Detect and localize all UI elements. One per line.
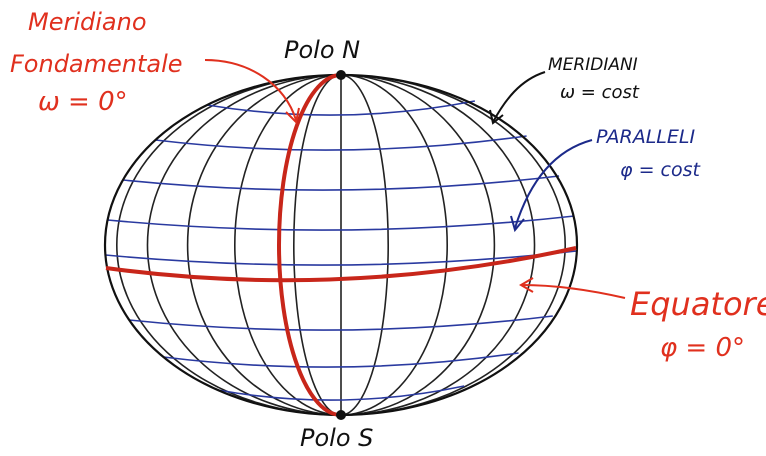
parallel	[129, 315, 553, 331]
parallel	[155, 135, 527, 151]
parallel	[107, 215, 575, 231]
meridian	[340, 74, 448, 416]
label: Meridiano	[28, 8, 147, 36]
arrow-equatore	[521, 284, 626, 299]
north-pole	[336, 70, 346, 80]
label: Polo S	[300, 424, 373, 452]
label: Equatore	[630, 285, 766, 323]
meridian	[234, 74, 342, 416]
meridian	[340, 74, 536, 416]
parallel	[122, 175, 560, 191]
arrow-paralleli	[514, 139, 593, 229]
equator	[105, 246, 577, 283]
meridian	[293, 74, 342, 416]
label: PARALLELI	[596, 126, 695, 148]
label: MERIDIANI	[548, 55, 638, 75]
south-pole	[336, 410, 346, 420]
prime-meridian	[277, 73, 342, 417]
meridian	[186, 74, 342, 416]
arrow-head	[285, 107, 300, 125]
arrow-head	[519, 277, 534, 293]
parallel	[217, 385, 465, 401]
arrow-head	[489, 109, 504, 125]
arrow-meridiano	[204, 59, 297, 121]
label: Fondamentale	[10, 50, 183, 78]
parallel	[105, 250, 577, 266]
arrow-head	[510, 215, 525, 233]
parallel	[206, 100, 476, 116]
label: ω = 0°	[38, 87, 128, 117]
parallel	[163, 352, 519, 368]
meridian	[116, 74, 342, 416]
arrow-meridiani	[492, 71, 546, 123]
meridian	[340, 74, 389, 416]
label: Polo N	[284, 36, 360, 64]
meridian	[340, 74, 566, 416]
label: ω = cost	[560, 82, 640, 103]
globe-lines	[105, 74, 577, 416]
label: φ = 0°	[660, 333, 745, 363]
label: φ = cost	[620, 159, 702, 181]
